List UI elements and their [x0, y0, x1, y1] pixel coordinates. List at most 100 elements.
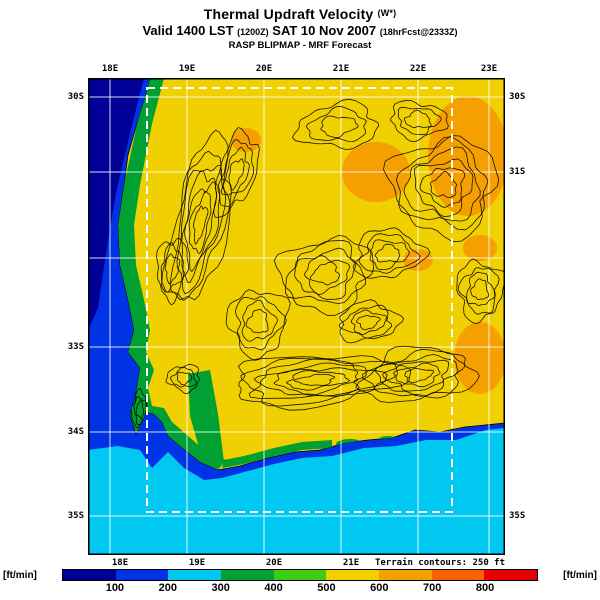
colorbar-tick-label: 200 [158, 582, 177, 594]
lon-label-top: 22E [409, 64, 427, 74]
page-title: Thermal Updraft Velocity (W*) [0, 6, 600, 22]
terrain-contour-line [382, 359, 450, 392]
colorbar-tick-label: 600 [370, 582, 389, 594]
terrain-contour-line [241, 299, 278, 342]
colorbar [62, 569, 538, 581]
terrain-contour-line [403, 109, 432, 129]
title-text: Thermal Updraft Velocity [203, 6, 374, 22]
terrain-contour-line [169, 150, 232, 301]
terrain-contour-line [273, 234, 375, 316]
terrain-contour-line [228, 158, 245, 191]
terrain-contour-line [188, 190, 212, 255]
map-border [88, 78, 505, 555]
forecast-map [88, 78, 505, 555]
valid-fcst-info: (18hrFcst@2333Z) [379, 27, 458, 37]
terrain-contour-line [392, 362, 441, 388]
terrain-contours-note: Terrain contours: 250 ft [374, 558, 505, 568]
terrain-contour-line [192, 205, 209, 245]
terrain-contour-line [362, 348, 466, 399]
valid-init-time: (1200Z) [237, 27, 269, 37]
terrain-contour-line [135, 400, 144, 420]
lat-label-right: 30S [509, 92, 526, 102]
terrain-contour-line [213, 127, 260, 218]
valid-date: SAT 10 Nov 2007 [272, 23, 377, 38]
terrain-contour-line [466, 271, 496, 306]
colorbar-segment [273, 570, 327, 580]
terrain-contour-line [253, 362, 367, 397]
terrain-contour-line [403, 146, 481, 222]
terrain-contour-line [369, 239, 410, 271]
terrain-contour-line [404, 367, 435, 383]
valid-prefix: Valid 1400 LST [142, 23, 234, 38]
lon-label-top: 20E [255, 64, 273, 74]
colorbar-unit-right: [ft/min] [563, 570, 597, 581]
terrain-contour-line [293, 373, 336, 386]
terrain-contour-line [430, 171, 457, 199]
terrain-contour-line [456, 258, 505, 325]
colorbar-segment [115, 570, 169, 580]
model-line: RASP BLIPMAP - MRF Forecast [228, 40, 372, 51]
colorbar-segment [326, 570, 380, 580]
shallow-ocean-region [88, 428, 505, 555]
south-coast-green-band [222, 440, 332, 468]
terrain-contour-line [294, 247, 357, 300]
latlon-grid [88, 78, 505, 555]
terrain-contour-line [161, 129, 231, 301]
terrain-contour-line [397, 106, 442, 136]
terrain-contour-line [320, 115, 359, 139]
colorbar-segment [221, 570, 274, 580]
terrain-contours [130, 98, 505, 429]
terrain-contour-line [240, 357, 398, 407]
terrain-contour-line [169, 366, 197, 388]
lon-label-top: 21E [332, 64, 350, 74]
valley-green-band [188, 370, 224, 462]
terrain-contour-line [355, 345, 480, 403]
terrain-contour-line [413, 158, 474, 218]
terrain-contour-line [350, 309, 389, 336]
terrain-contour-line [165, 363, 200, 395]
terrain-contour-line [220, 146, 250, 196]
colorbar-segment [379, 570, 432, 580]
lat-label-left: 34S [67, 427, 84, 437]
terrain-contour-line [245, 309, 269, 334]
west-coast-green-band [118, 78, 226, 470]
lat-label-left: 33S [67, 342, 84, 352]
colorbar-tick-label: 100 [105, 582, 125, 594]
lat-label-left: 35S [67, 511, 84, 521]
lat-label-right: 35S [509, 511, 526, 521]
map-area [88, 78, 505, 555]
terrain-contour-line [273, 367, 359, 396]
terrain-contour-line [225, 289, 291, 361]
terrain-contour-line [304, 255, 351, 296]
lon-label-top: 18E [101, 64, 119, 74]
lon-label-top: 23E [480, 64, 498, 74]
terrain-contour-line [176, 165, 227, 295]
terrain-contour-line [164, 253, 181, 285]
colorbar-tick-label: 800 [475, 582, 495, 594]
terrain-contour-line [305, 106, 367, 142]
terrain-contour-line [237, 355, 411, 411]
colorbar-segment [168, 570, 222, 580]
terrain-contour-line [133, 395, 147, 426]
terrain-contour-line [457, 267, 500, 315]
terrain-contour-line [234, 296, 287, 351]
lon-label-bottom: 20E [265, 558, 283, 568]
terrain-contour-line [292, 98, 380, 151]
terrain-contour-line [374, 243, 401, 263]
terrain-contour-line [382, 135, 500, 243]
terrain-contour-line [217, 139, 254, 208]
colorbar-tick-label: 700 [423, 582, 442, 594]
terrain-contour-line [176, 371, 193, 386]
colorbar-segment [484, 570, 538, 580]
lon-label-bottom: 18E [111, 558, 129, 568]
terrain-contour-line [375, 354, 459, 397]
colorbar-tick-label: 300 [211, 582, 230, 594]
deep-ocean-region [88, 78, 144, 330]
terrain-contour-line [310, 261, 340, 286]
lon-label-bottom: 21E [342, 558, 360, 568]
lon-label-top: 19E [178, 64, 196, 74]
terrain-contour-line [395, 136, 489, 231]
title-subscript: (W*) [377, 8, 397, 18]
terrain-contour-line [355, 314, 381, 331]
